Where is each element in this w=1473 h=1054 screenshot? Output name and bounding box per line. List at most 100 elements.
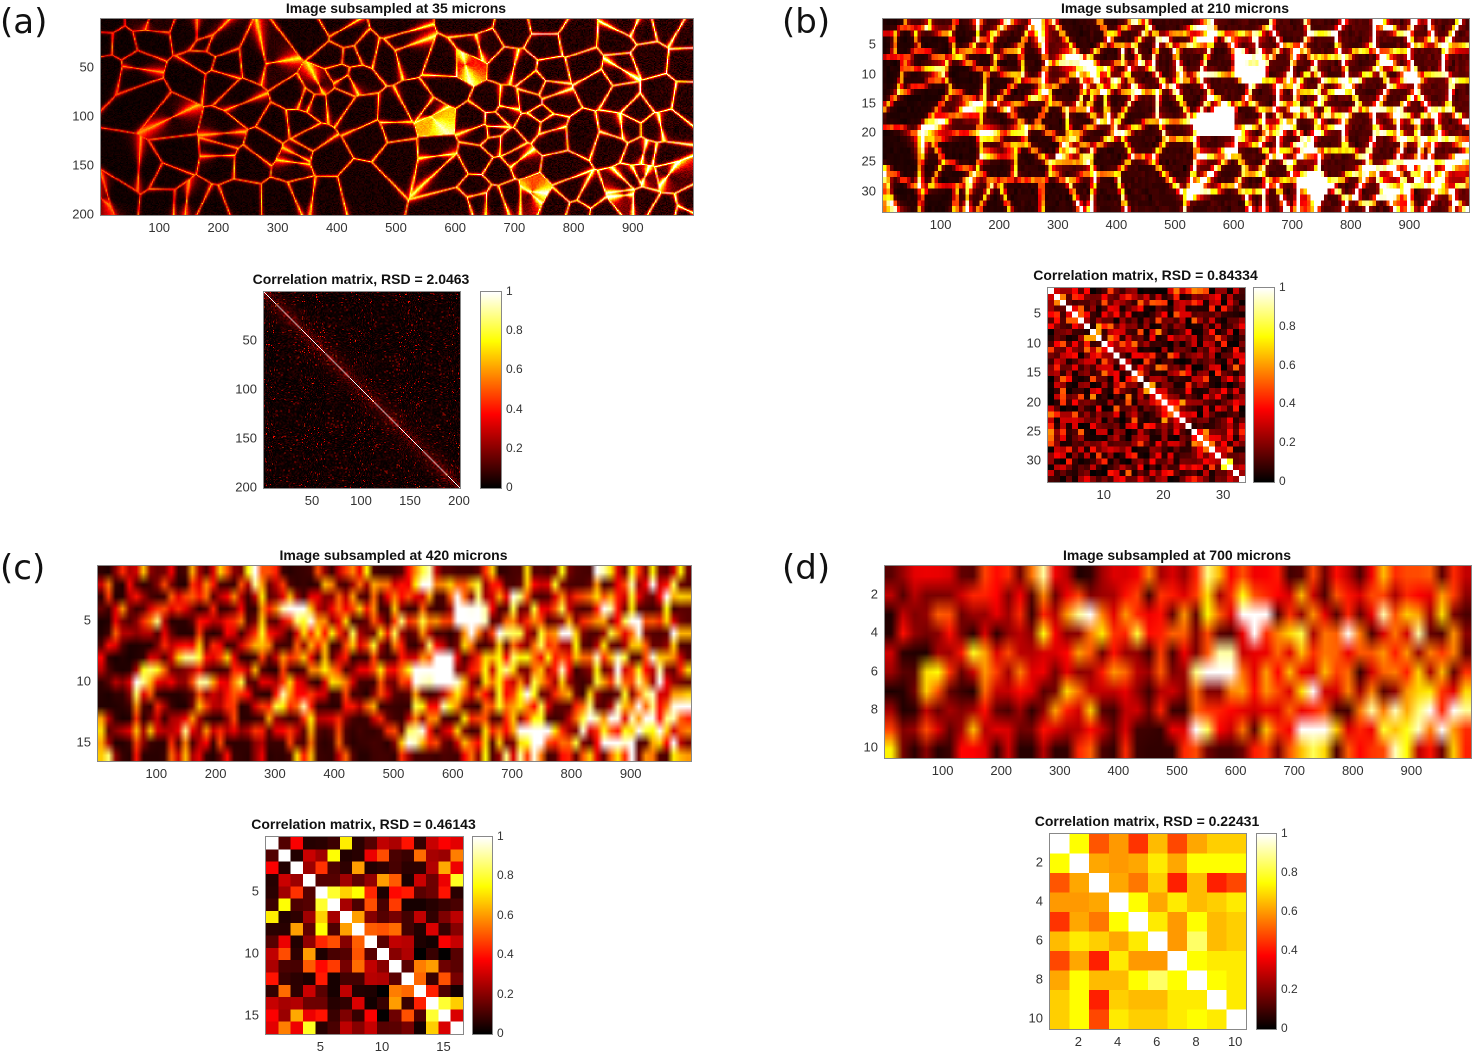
- image-xtick: 300: [1048, 763, 1071, 778]
- image-heatmap-b: [882, 18, 1470, 213]
- corr-title-c: Correlation matrix, RSD = 0.46143: [251, 816, 476, 832]
- panel-label-a: (a): [0, 2, 48, 42]
- image-xtick: 400: [323, 766, 346, 781]
- colorbar-tick: 0.6: [497, 907, 514, 922]
- colorbar-tick: 1: [1279, 280, 1286, 294]
- image-xtick: 500: [1164, 217, 1186, 232]
- colorbar-tick: 0: [497, 1026, 504, 1040]
- corr-xtick: 200: [448, 493, 470, 508]
- image-xtick: 500: [382, 766, 405, 781]
- image-xtick: 400: [325, 220, 348, 235]
- corr-xtick: 50: [304, 493, 320, 508]
- colorbar-tick: 0.6: [506, 362, 523, 377]
- image-xtick: 300: [264, 766, 286, 781]
- panel-label-d: (d): [782, 548, 831, 588]
- image-xtick: 100: [145, 766, 168, 781]
- image-xtick: 200: [990, 763, 1013, 778]
- corr-xtick: 150: [399, 493, 421, 508]
- colorbar-tick: 0.4: [1279, 396, 1296, 411]
- corr-xtick: 15: [436, 1039, 451, 1054]
- image-ytick: 100: [72, 108, 94, 124]
- image-xtick: 700: [503, 220, 526, 235]
- colorbar-tick: 0.6: [1281, 904, 1298, 918]
- corr-title-a: Correlation matrix, RSD = 2.0463: [252, 271, 470, 287]
- corr-ytick: 15: [244, 1007, 259, 1023]
- corr-ytick: 25: [1026, 423, 1041, 439]
- image-ytick: 200: [72, 206, 94, 222]
- corr-heatmap-c: [265, 836, 464, 1035]
- image-xtick: 700: [1281, 217, 1304, 232]
- image-xtick: 600: [444, 220, 467, 235]
- corr-xtick: 10: [1096, 487, 1111, 502]
- image-xtick: 500: [385, 220, 407, 235]
- image-xtick: 600: [1224, 763, 1247, 778]
- image-ytick: 10: [863, 739, 878, 755]
- image-xtick: 700: [1283, 763, 1306, 778]
- colorbar-tick: 0.8: [1279, 318, 1296, 333]
- image-heatmap-d: [884, 565, 1472, 759]
- colorbar-tick: 0.8: [497, 868, 514, 883]
- image-title-c: Image subsampled at 420 microns: [279, 547, 508, 563]
- image-xtick: 900: [1400, 763, 1423, 778]
- image-xtick: 600: [1222, 217, 1245, 232]
- image-ytick: 5: [83, 612, 91, 628]
- image-xtick: 200: [204, 766, 227, 781]
- image-ytick: 20: [861, 124, 876, 140]
- image-xtick: 100: [929, 217, 952, 232]
- image-xtick: 200: [988, 217, 1011, 232]
- colorbar-tick: 0: [506, 480, 513, 494]
- panel-label-b: (b): [782, 2, 831, 42]
- image-ytick: 2: [870, 586, 878, 602]
- corr-xtick: 10: [374, 1039, 390, 1054]
- image-heatmap-a: [100, 18, 694, 216]
- colorbar-tick: 0.2: [1281, 982, 1298, 996]
- image-xtick: 300: [1046, 217, 1069, 232]
- corr-ytick: 5: [1033, 305, 1041, 321]
- image-xtick: 900: [621, 220, 644, 235]
- colorbar-tick: 0: [1281, 1021, 1288, 1035]
- image-xtick: 400: [1105, 217, 1128, 232]
- colorbar-tick: 0.2: [506, 440, 523, 455]
- image-ytick: 30: [861, 183, 876, 199]
- corr-ytick: 100: [235, 381, 257, 397]
- colorbar-tick: 0.4: [1281, 943, 1298, 957]
- corr-ytick: 10: [1026, 335, 1041, 351]
- colorbar-tick: 0.2: [1279, 435, 1296, 450]
- corr-xtick: 5: [316, 1039, 325, 1054]
- image-xtick: 800: [1341, 763, 1364, 778]
- corr-ytick: 20: [1026, 394, 1041, 410]
- corr-heatmap-d: [1049, 833, 1247, 1030]
- corr-xtick: 8: [1192, 1034, 1200, 1049]
- corr-xtick: 4: [1113, 1034, 1122, 1049]
- image-xtick: 800: [560, 766, 583, 781]
- image-ytick: 10: [861, 66, 876, 82]
- corr-ytick: 15: [1026, 364, 1041, 380]
- image-ytick: 8: [870, 701, 878, 717]
- image-ytick: 5: [868, 36, 876, 52]
- corr-xtick: 30: [1215, 487, 1231, 502]
- corr-title-d: Correlation matrix, RSD = 0.22431: [1034, 813, 1260, 829]
- corr-heatmap-b: [1047, 287, 1246, 483]
- image-ytick: 6: [870, 663, 878, 679]
- colorbar-b: [1253, 287, 1275, 483]
- colorbar-tick: 1: [506, 284, 513, 298]
- corr-ytick: 4: [1035, 893, 1043, 909]
- colorbar-tick: 0.6: [1279, 357, 1296, 372]
- corr-ytick: 200: [235, 479, 257, 495]
- image-xtick: 800: [562, 220, 585, 235]
- corr-xtick: 20: [1156, 487, 1171, 502]
- corr-ytick: 50: [242, 332, 257, 348]
- corr-ytick: 10: [244, 945, 259, 961]
- image-xtick: 700: [501, 766, 523, 781]
- corr-ytick: 8: [1035, 971, 1043, 987]
- corr-xtick: 10: [1227, 1034, 1243, 1049]
- image-xtick: 100: [148, 220, 171, 235]
- image-xtick: 300: [266, 220, 289, 235]
- colorbar-tick: 1: [497, 829, 504, 843]
- image-xtick: 800: [1339, 217, 1362, 232]
- image-xtick: 100: [931, 763, 954, 778]
- image-heatmap-c: [97, 565, 692, 762]
- image-xtick: 600: [441, 766, 464, 781]
- corr-ytick: 6: [1035, 932, 1043, 948]
- image-title-a: Image subsampled at 35 microns: [285, 0, 507, 16]
